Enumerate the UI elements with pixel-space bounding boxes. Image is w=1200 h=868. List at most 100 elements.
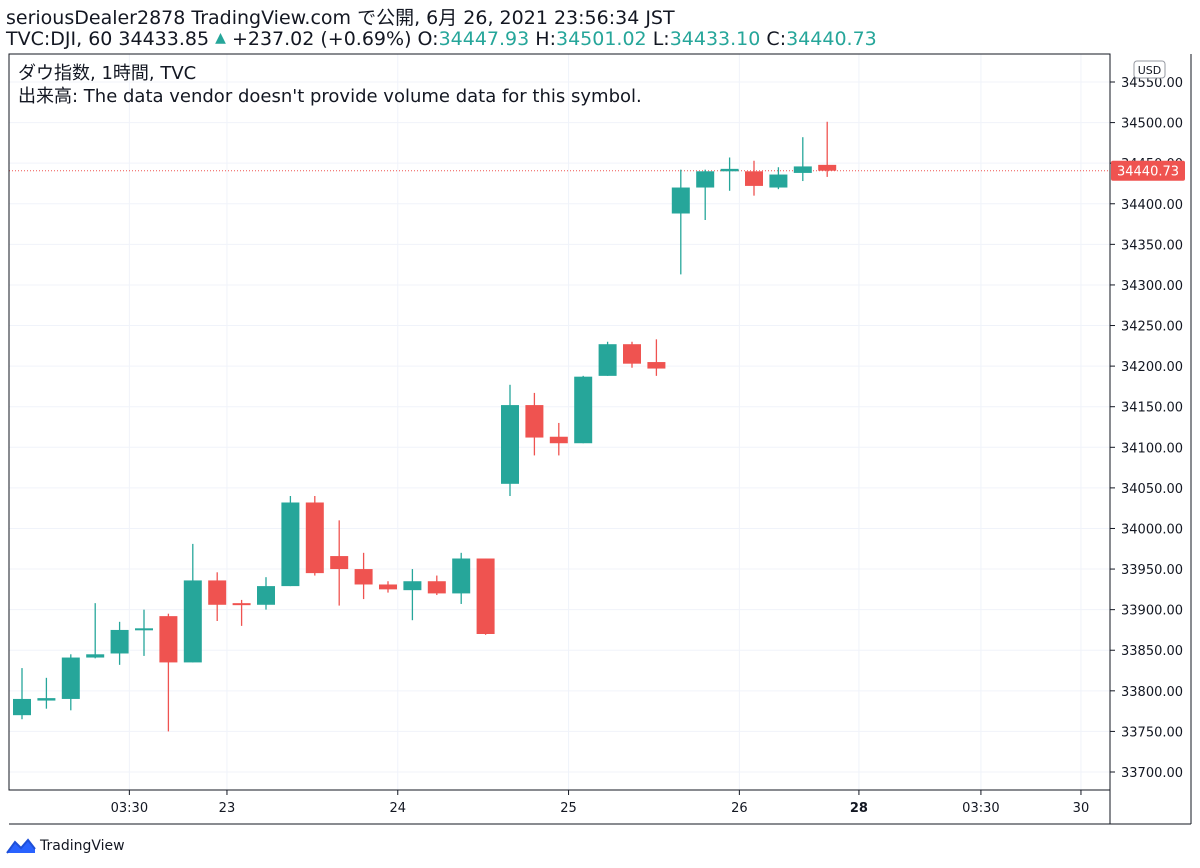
y-tick-label: 34350.00 [1121, 238, 1183, 253]
x-tick-label: 26 [731, 801, 748, 816]
candle-body [110, 629, 129, 654]
y-tick-label: 34500.00 [1121, 117, 1183, 132]
candle-body [452, 558, 471, 594]
y-tick-label: 34400.00 [1121, 198, 1183, 213]
plot-frame [8, 53, 1111, 791]
y-tick-label: 34000.00 [1121, 522, 1183, 537]
candle [257, 577, 275, 610]
candle [671, 169, 690, 275]
last-price-tag-bg [1111, 160, 1185, 181]
candle-body [305, 502, 324, 574]
candle [86, 603, 105, 659]
candle [208, 572, 227, 622]
publish-info-text: seriousDealer2878 TradingView.com で公開, 6… [6, 7, 675, 29]
candle-body [86, 654, 105, 658]
x-tick-label: 25 [560, 801, 577, 816]
high-label: H: [535, 28, 556, 50]
y-tick-label: 34550.00 [1121, 76, 1183, 91]
candle [37, 677, 56, 709]
candle-body [281, 502, 300, 587]
currency-badge-frame [1133, 60, 1166, 79]
time-axis[interactable]: 03:30 23 24 25 26 28 03:30 30 [111, 790, 1090, 816]
low-value: 34433.10 [669, 28, 761, 50]
publish-info: seriousDealer2878 TradingView.com で公開, 6… [6, 6, 675, 30]
x-tick-label: 03:30 [111, 801, 148, 816]
candle [696, 169, 715, 220]
candle [549, 422, 568, 456]
close-label: C: [766, 28, 787, 50]
high-value: 34501.02 [555, 28, 647, 50]
candle [110, 621, 129, 665]
y-tick-label: 33750.00 [1121, 725, 1183, 740]
last-price-tag: 34440.73 [1111, 160, 1185, 181]
candles [13, 121, 837, 732]
x-tick-label: 28 [850, 801, 868, 816]
candle-body [671, 187, 690, 214]
candle-body [257, 586, 275, 605]
y-tick-label: 33800.00 [1121, 685, 1183, 700]
open-label: O: [417, 28, 439, 50]
candle [13, 668, 31, 720]
candle-body [37, 698, 56, 701]
candle [623, 341, 641, 368]
candle-body [183, 580, 202, 663]
candle-body [379, 584, 397, 590]
x-tick-label: 03:30 [962, 801, 999, 816]
y-tick-label: 34100.00 [1121, 441, 1183, 456]
candle-body [427, 581, 446, 594]
footer-brand-text: TradingView [40, 838, 125, 854]
legend-title: ダウ指数, 1時間, TVC [18, 63, 197, 84]
candle [598, 341, 617, 376]
candle-body [208, 580, 227, 605]
candle-body [501, 405, 519, 484]
candle [720, 157, 739, 191]
y-tick-label: 33900.00 [1121, 604, 1183, 619]
candle [427, 575, 446, 596]
candle [379, 581, 397, 593]
candle [525, 392, 544, 456]
candle [574, 375, 593, 444]
candle [818, 121, 837, 177]
legend-volume-note: 出来高: The data vendor doesn't provide vol… [18, 86, 642, 107]
candle [281, 496, 300, 587]
y-tick-label: 34150.00 [1121, 401, 1183, 416]
candle-body [623, 344, 641, 364]
y-tick-label: 34200.00 [1121, 360, 1183, 375]
y-tick-label: 33700.00 [1121, 766, 1183, 781]
candle [769, 167, 788, 190]
candle-body [13, 698, 31, 716]
candle-body [818, 164, 837, 171]
tradingview-logo-icon [6, 838, 36, 854]
candle [647, 339, 666, 376]
currency-badge[interactable]: USD [1133, 60, 1166, 79]
candle-body [598, 344, 617, 376]
candle [354, 552, 373, 600]
y-tick-label: 33850.00 [1121, 644, 1183, 659]
candle [159, 613, 178, 732]
price-axis[interactable]: 33700.00 33750.00 33800.00 33850.00 33900.00… [1110, 76, 1183, 781]
grid [9, 54, 1110, 790]
candle-body [476, 558, 495, 634]
price-change: +237.02 (+0.69%) [231, 28, 412, 50]
y-tick-label: 33950.00 [1121, 563, 1183, 578]
candle-body [61, 657, 80, 699]
low-label: L: [652, 28, 670, 50]
chart-legend: ダウ指数, 1時間, TVC 出来高: The data vendor does… [18, 62, 642, 108]
footer-brand[interactable]: TradingView [6, 834, 125, 858]
candle-body [793, 166, 812, 173]
candle-body [696, 171, 715, 188]
candle [183, 543, 202, 663]
candle [476, 558, 495, 635]
candle [135, 609, 153, 656]
candle [501, 384, 519, 496]
candle-body [354, 569, 373, 585]
candle-body [549, 436, 568, 444]
y-tick-label: 34300.00 [1121, 279, 1183, 294]
candle [232, 599, 251, 626]
y-tick-label: 34050.00 [1121, 482, 1183, 497]
candle-body [525, 405, 544, 438]
candle [452, 552, 471, 604]
